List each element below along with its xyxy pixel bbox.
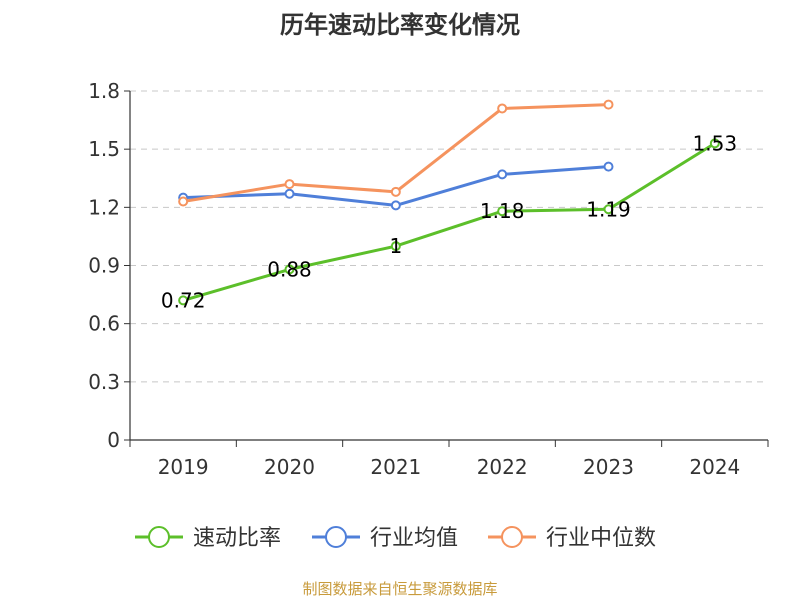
data-label: 0.72 xyxy=(161,288,206,312)
data-point[interactable] xyxy=(178,196,189,207)
y-tick-label: 1.8 xyxy=(88,79,120,103)
data-point[interactable] xyxy=(603,161,614,172)
legend-label: 行业均值 xyxy=(370,526,458,551)
data-label: 1.53 xyxy=(693,131,738,155)
legend-item-2[interactable]: 行业中位数 xyxy=(488,526,656,551)
data-point[interactable] xyxy=(603,204,614,215)
axes: 0 0.3 0.6 0.9 1.2 1.5 1.8 2019 2020 2021 2022 2023 2… xyxy=(88,79,769,479)
legend-marker-icon xyxy=(148,526,170,548)
data-point[interactable] xyxy=(603,99,614,110)
source-note: 制图数据来自恒生聚源数据库 xyxy=(302,580,497,598)
series-line-1 xyxy=(183,165,609,207)
data-point[interactable] xyxy=(497,103,508,114)
data-point[interactable] xyxy=(284,188,295,199)
x-tick-label: 2021 xyxy=(370,455,421,479)
y-tick-label: 1.5 xyxy=(88,137,120,161)
data-point[interactable] xyxy=(497,206,508,217)
data-point[interactable] xyxy=(284,264,295,275)
data-point[interactable] xyxy=(497,169,508,180)
x-tick-label: 2023 xyxy=(583,455,634,479)
y-tick-label: 0.6 xyxy=(88,312,120,336)
data-label: 0.88 xyxy=(267,257,312,281)
legend-item-0[interactable]: 速动比率 xyxy=(135,526,281,551)
data-point[interactable] xyxy=(284,179,295,190)
x-tick-label: 2022 xyxy=(477,455,528,479)
legend-marker-icon xyxy=(501,526,523,548)
data-point[interactable] xyxy=(178,295,189,306)
grid-lines xyxy=(130,90,768,383)
legend-label: 行业中位数 xyxy=(546,526,656,551)
series-lines xyxy=(178,99,720,306)
legend-marker-icon xyxy=(325,526,347,548)
data-point[interactable] xyxy=(390,186,401,197)
data-point[interactable] xyxy=(390,241,401,252)
legend-item-1[interactable]: 行业均值 xyxy=(312,526,458,551)
data-label: 1.19 xyxy=(586,197,631,221)
x-tick-label: 2024 xyxy=(689,455,740,479)
data-point[interactable] xyxy=(390,200,401,211)
x-tick-label: 2020 xyxy=(264,455,315,479)
data-labels: 0.72 0.88 1 1.18 1.19 1.53 xyxy=(161,131,737,312)
legend-label: 速动比率 xyxy=(193,526,281,551)
y-tick-label: 0 xyxy=(107,428,120,452)
data-label: 1 xyxy=(389,234,402,258)
data-point[interactable] xyxy=(709,138,720,149)
series-line-0 xyxy=(182,142,716,302)
chart-title: 历年速动比率变化情况 xyxy=(280,11,520,39)
y-tick-label: 0.3 xyxy=(88,370,120,394)
y-tick-label: 0.9 xyxy=(88,254,120,278)
y-tick-label: 1.2 xyxy=(88,195,120,219)
data-label: 1.18 xyxy=(480,199,525,223)
x-tick-label: 2019 xyxy=(158,455,209,479)
legend[interactable]: 速动比率 行业均值 行业中位数 xyxy=(135,526,656,551)
